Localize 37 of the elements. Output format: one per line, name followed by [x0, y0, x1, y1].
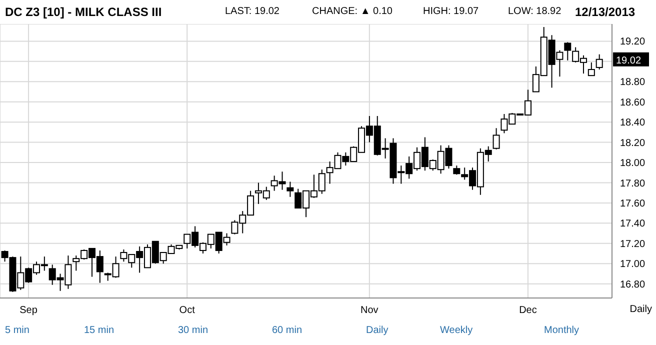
- x-tick-label: Dec: [519, 305, 537, 316]
- text: 19.02: [616, 55, 642, 66]
- y-tick-label: 18.20: [620, 138, 646, 149]
- text: 15 min: [84, 325, 114, 336]
- y-tick-label: 17.20: [620, 238, 646, 250]
- y-tick-label: 19.20: [620, 36, 646, 48]
- y-tick-label: 17.40: [620, 218, 646, 230]
- candlestick: [564, 42, 572, 61]
- text: CHANGE: ▲ 0.10: [312, 6, 392, 17]
- y-tick-label: 17.60: [620, 198, 646, 210]
- x-tick-label: Sep: [20, 305, 38, 316]
- text: 30 min: [178, 325, 208, 336]
- chart-title: DC Z3 [10] - MILK CLASS III: [5, 5, 162, 19]
- text: Monthly: [544, 325, 580, 336]
- text: LAST: 19.02: [225, 6, 280, 17]
- text: Daily: [366, 325, 388, 336]
- text: LOW: 18.92: [508, 6, 562, 17]
- candlestick: [596, 54, 603, 70]
- y-tick-label: 18.40: [620, 118, 646, 129]
- y-tick-label: 18.60: [620, 97, 646, 108]
- candlestick: [453, 165, 460, 176]
- x-axis-title: Daily: [630, 304, 652, 315]
- text: 60 min: [272, 325, 302, 336]
- y-tick-label: 18.00: [620, 158, 646, 170]
- y-tick-label: 16.80: [620, 279, 646, 290]
- x-tick-label: Oct: [179, 305, 196, 316]
- text: HIGH: 19.07: [423, 6, 479, 17]
- y-tick-label: 18.80: [620, 77, 646, 88]
- y-tick-label: 17.00: [620, 259, 646, 270]
- text: 5 min: [5, 325, 30, 336]
- x-tick-label: Nov: [360, 305, 378, 316]
- candlestick: [492, 128, 500, 150]
- candlestick: [286, 181, 294, 198]
- y-tick-label: 17.80: [620, 178, 646, 190]
- text: Weekly: [440, 325, 473, 336]
- text: 12/13/2013: [575, 5, 636, 19]
- candlestick: [588, 62, 595, 76]
